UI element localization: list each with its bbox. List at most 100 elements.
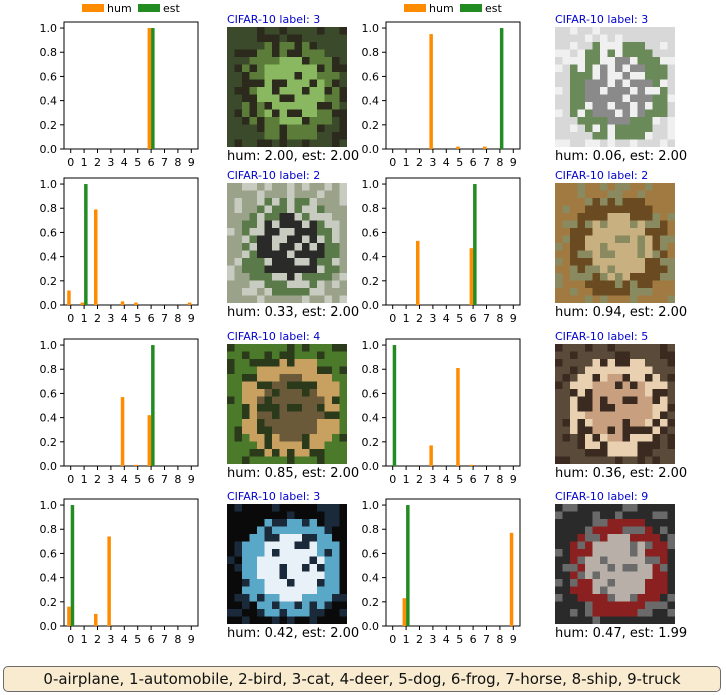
pixel-block	[242, 419, 250, 427]
pixel-block	[332, 295, 340, 303]
pixel-block	[630, 124, 638, 132]
pixel-block	[555, 109, 563, 117]
pixel-block	[562, 389, 570, 397]
pixel-block	[332, 366, 340, 374]
pixel-block	[227, 258, 235, 266]
pixel-block	[309, 213, 317, 221]
pixel-block	[279, 511, 287, 519]
pixel-block	[332, 381, 340, 389]
pixel-block	[287, 426, 295, 434]
pixel-block	[264, 273, 272, 281]
pixel-block	[652, 124, 660, 132]
pixel-block	[227, 243, 235, 251]
pixel-block	[339, 579, 347, 587]
pixel-block	[234, 42, 242, 50]
pixel-block	[324, 228, 332, 236]
pixel-block	[279, 258, 287, 266]
pixel-block	[339, 381, 347, 389]
pixel-block	[585, 449, 593, 457]
pixel-block	[622, 419, 630, 427]
pixel-block	[272, 57, 280, 65]
pixel-block	[249, 183, 257, 191]
pixel-block	[242, 132, 250, 140]
pixel-block	[309, 419, 317, 427]
pixel-block	[324, 258, 332, 266]
pixel-block	[264, 449, 272, 457]
pixel-block	[607, 404, 615, 412]
pixel-block	[257, 541, 265, 549]
pixel-block	[667, 419, 675, 427]
pixel-block	[592, 124, 600, 132]
pixel-block	[287, 344, 295, 352]
pixel-block	[555, 132, 563, 140]
pixel-block	[645, 57, 653, 65]
pixel-block	[652, 64, 660, 72]
pixel-block	[272, 389, 280, 397]
y-tick-label: 1.0	[40, 22, 58, 35]
pixel-block	[294, 190, 302, 198]
pixel-block	[302, 601, 310, 609]
pixel-block	[332, 27, 340, 35]
bar-chart-5: 0.00.20.40.60.81.00 1 2 3 4 5 6 7 8 9	[362, 338, 521, 486]
pixel-block	[302, 389, 310, 397]
pixel-block	[645, 456, 653, 464]
pixel-block	[264, 183, 272, 191]
pixel-block	[287, 265, 295, 273]
pixel-block	[309, 404, 317, 412]
pixel-block	[242, 235, 250, 243]
pixel-block	[272, 411, 280, 419]
pixel-block	[600, 72, 608, 80]
pixel-block	[264, 295, 272, 303]
pixel-block	[249, 34, 257, 42]
pixel-block	[279, 549, 287, 557]
pixel-block	[660, 426, 668, 434]
pixel-block	[637, 564, 645, 572]
pixel-block	[615, 571, 623, 579]
pixel-block	[622, 351, 630, 359]
pixel-block	[317, 351, 325, 359]
pixel-block	[264, 139, 272, 147]
pixel-block	[309, 374, 317, 382]
pixel-block	[570, 411, 578, 419]
pixel-block	[607, 205, 615, 213]
pixel-block	[309, 117, 317, 125]
pixel-block	[645, 511, 653, 519]
pixel-block	[600, 594, 608, 602]
pixel-block	[302, 109, 310, 117]
pixel-block	[272, 594, 280, 602]
pixel-block	[630, 366, 638, 374]
pixel-block	[272, 511, 280, 519]
pixel-block	[287, 411, 295, 419]
pixel-block	[257, 87, 265, 95]
pixel-block	[317, 288, 325, 296]
pixel-block	[339, 220, 347, 228]
pixel-block	[562, 183, 570, 191]
pixel-block	[600, 109, 608, 117]
pixel-block	[585, 94, 593, 102]
pixel-block	[555, 549, 563, 557]
pixel-block	[309, 411, 317, 419]
pixel-block	[302, 295, 310, 303]
pixel-block	[249, 228, 257, 236]
pixel-block	[242, 250, 250, 258]
pixel-block	[309, 190, 317, 198]
pixel-block	[570, 344, 578, 352]
pixel-block	[630, 49, 638, 57]
pixel-block	[279, 250, 287, 258]
pixel-block	[592, 288, 600, 296]
pixel-block	[615, 205, 623, 213]
pixel-block	[294, 419, 302, 427]
score-readout: hum: 0.47, est: 1.99	[555, 626, 688, 641]
pixel-block	[667, 366, 675, 374]
pixel-block	[667, 541, 675, 549]
pixel-block	[317, 579, 325, 587]
pixel-block	[294, 374, 302, 382]
pixel-block	[317, 396, 325, 404]
pixel-block	[562, 250, 570, 258]
pixel-block	[585, 389, 593, 397]
legend-label-est: est	[485, 2, 502, 15]
pixel-block	[630, 616, 638, 624]
pixel-block	[652, 280, 660, 288]
pixel-block	[600, 456, 608, 464]
pixel-block	[607, 504, 615, 512]
